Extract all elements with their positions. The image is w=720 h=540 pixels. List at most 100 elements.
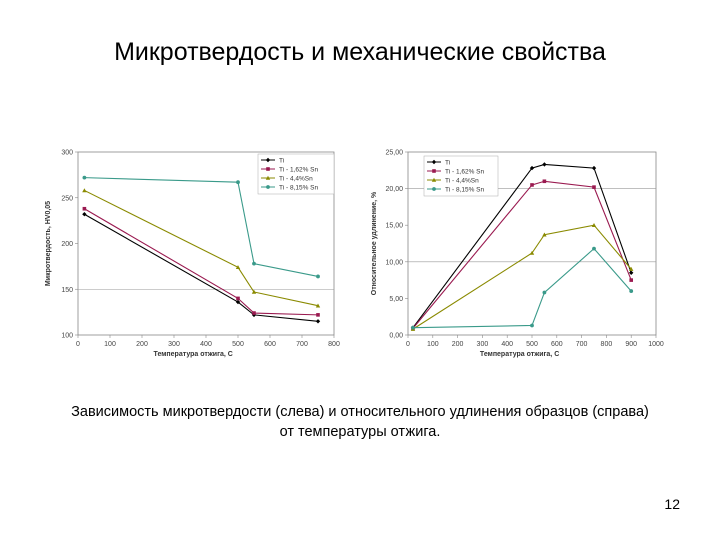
x-tick-label: 700 bbox=[576, 341, 588, 348]
y-tick-label: 10,00 bbox=[385, 259, 403, 266]
x-tick-label: 800 bbox=[328, 341, 340, 348]
data-point bbox=[542, 290, 547, 295]
elongation-chart: 0,00 5,00 10,00 15,00 20,00 25,00 0 100 200 300 40… bbox=[360, 140, 680, 365]
data-point bbox=[235, 299, 241, 305]
legend-marker bbox=[431, 159, 437, 165]
series-line bbox=[84, 177, 319, 277]
x-tick-label: 500 bbox=[232, 341, 244, 348]
x-tick-label: 200 bbox=[452, 341, 464, 348]
legend-label: Ti - 1,62% Sn bbox=[279, 166, 319, 173]
elongation-chart-svg: 0,00 5,00 10,00 15,00 20,00 25,00 0 100 200 300 40… bbox=[371, 150, 664, 359]
data-point bbox=[530, 323, 534, 328]
data-point bbox=[236, 296, 240, 301]
data-point bbox=[82, 212, 87, 217]
series-line bbox=[412, 180, 632, 329]
x-tick-label: 600 bbox=[264, 341, 276, 348]
x-tick-label: 900 bbox=[625, 341, 637, 348]
y-tick-label: 15,00 bbox=[385, 223, 403, 230]
data-point bbox=[251, 289, 257, 294]
data-point bbox=[529, 165, 535, 171]
data-point bbox=[252, 261, 256, 266]
x-tick-label: 300 bbox=[168, 341, 180, 348]
y-tick-label: 300 bbox=[61, 150, 73, 157]
series-2 bbox=[410, 223, 634, 331]
data-point bbox=[315, 319, 321, 324]
y-tick-label: 200 bbox=[61, 241, 73, 248]
data-point bbox=[235, 265, 241, 270]
legend-marker bbox=[266, 167, 270, 171]
data-point bbox=[629, 278, 633, 282]
legend: Ti Ti - 1,62% Sn Ti - 4,4%Sn Ti - 8,15% Sn bbox=[423, 155, 499, 197]
figure-caption: Зависимость микротвердости (слева) и отн… bbox=[30, 402, 690, 442]
legend-marker bbox=[266, 185, 270, 189]
series-2 bbox=[82, 188, 321, 308]
y-tick-label: 25,00 bbox=[385, 150, 403, 157]
data-point bbox=[629, 270, 634, 275]
caption-line-1: Зависимость микротвердости (слева) и отн… bbox=[71, 404, 649, 420]
data-point bbox=[629, 289, 634, 293]
x-tick-label: 200 bbox=[136, 341, 148, 348]
y-tick-label: 100 bbox=[61, 333, 73, 340]
series-1 bbox=[82, 206, 320, 317]
slide-title: Микротвердость и механические свойства bbox=[114, 38, 606, 66]
y-tick-label: 250 bbox=[61, 195, 73, 202]
x-tick-label: 500 bbox=[526, 341, 538, 348]
x-tick-label: 0 bbox=[406, 341, 410, 348]
legend-label: Ti - 8,15% Sn bbox=[445, 186, 485, 193]
data-point bbox=[252, 311, 256, 315]
series-line bbox=[84, 208, 319, 316]
legend: Ti Ti - 1,62% Sn Ti - 4,4%Sn Ti - 8,15% Sn bbox=[257, 153, 335, 195]
legend-label: Ti bbox=[445, 159, 450, 166]
x-tick-label: 800 bbox=[601, 341, 613, 348]
data-point bbox=[629, 266, 634, 271]
data-point bbox=[529, 250, 535, 255]
data-point bbox=[592, 246, 596, 251]
legend-marker bbox=[432, 187, 436, 191]
series-line bbox=[84, 213, 319, 322]
data-point bbox=[411, 325, 415, 330]
caption-line-2: от температуры отжига. bbox=[279, 424, 441, 440]
legend-label: Ti - 4,4%Sn bbox=[445, 177, 479, 184]
data-point bbox=[315, 303, 321, 308]
series-3 bbox=[82, 175, 320, 279]
x-tick-label: 700 bbox=[296, 341, 308, 348]
x-tick-label: 1000 bbox=[648, 341, 664, 348]
data-point bbox=[591, 223, 597, 227]
data-point bbox=[236, 180, 240, 185]
legend-marker bbox=[432, 169, 436, 173]
data-point bbox=[542, 232, 547, 237]
x-axis-label: Температура отжига, С bbox=[480, 351, 559, 358]
legend-label: Ti bbox=[279, 157, 284, 164]
x-tick-label: 600 bbox=[551, 341, 563, 348]
data-point bbox=[82, 206, 87, 211]
legend-label: Ti - 1,62% Sn bbox=[445, 168, 485, 175]
page-number: 12 bbox=[664, 496, 680, 512]
y-tick-label: 5,00 bbox=[389, 296, 403, 303]
y-axis-label: Относительное удлинение, % bbox=[371, 191, 378, 295]
legend-label: Ti - 4,4%Sn bbox=[279, 175, 313, 182]
series-line bbox=[412, 224, 632, 330]
x-tick-label: 100 bbox=[427, 341, 439, 348]
data-point bbox=[542, 162, 547, 167]
data-point bbox=[82, 175, 87, 180]
x-tick-label: 100 bbox=[104, 341, 116, 348]
microhardness-chart: 100 150 200 250 300 0 100 200 300 400 500 600 700 800… bbox=[30, 140, 350, 365]
data-point bbox=[591, 165, 597, 171]
legend-marker bbox=[431, 177, 437, 182]
data-point bbox=[542, 179, 547, 184]
x-tick-label: 400 bbox=[501, 341, 513, 348]
data-point bbox=[316, 274, 320, 279]
series-line bbox=[84, 189, 319, 307]
legend-label: Ti - 8,15% Sn bbox=[279, 184, 319, 191]
data-point bbox=[530, 183, 534, 187]
y-tick-label: 0,00 bbox=[389, 333, 403, 340]
x-tick-label: 0 bbox=[76, 341, 80, 348]
x-tick-label: 300 bbox=[477, 341, 489, 348]
data-point bbox=[82, 188, 87, 193]
y-axis-label: Микротвердость, HV0,05 bbox=[45, 201, 52, 286]
series-3 bbox=[411, 246, 634, 330]
y-tick-label: 150 bbox=[61, 287, 73, 294]
legend-marker bbox=[265, 175, 271, 180]
series-0 bbox=[82, 212, 321, 324]
